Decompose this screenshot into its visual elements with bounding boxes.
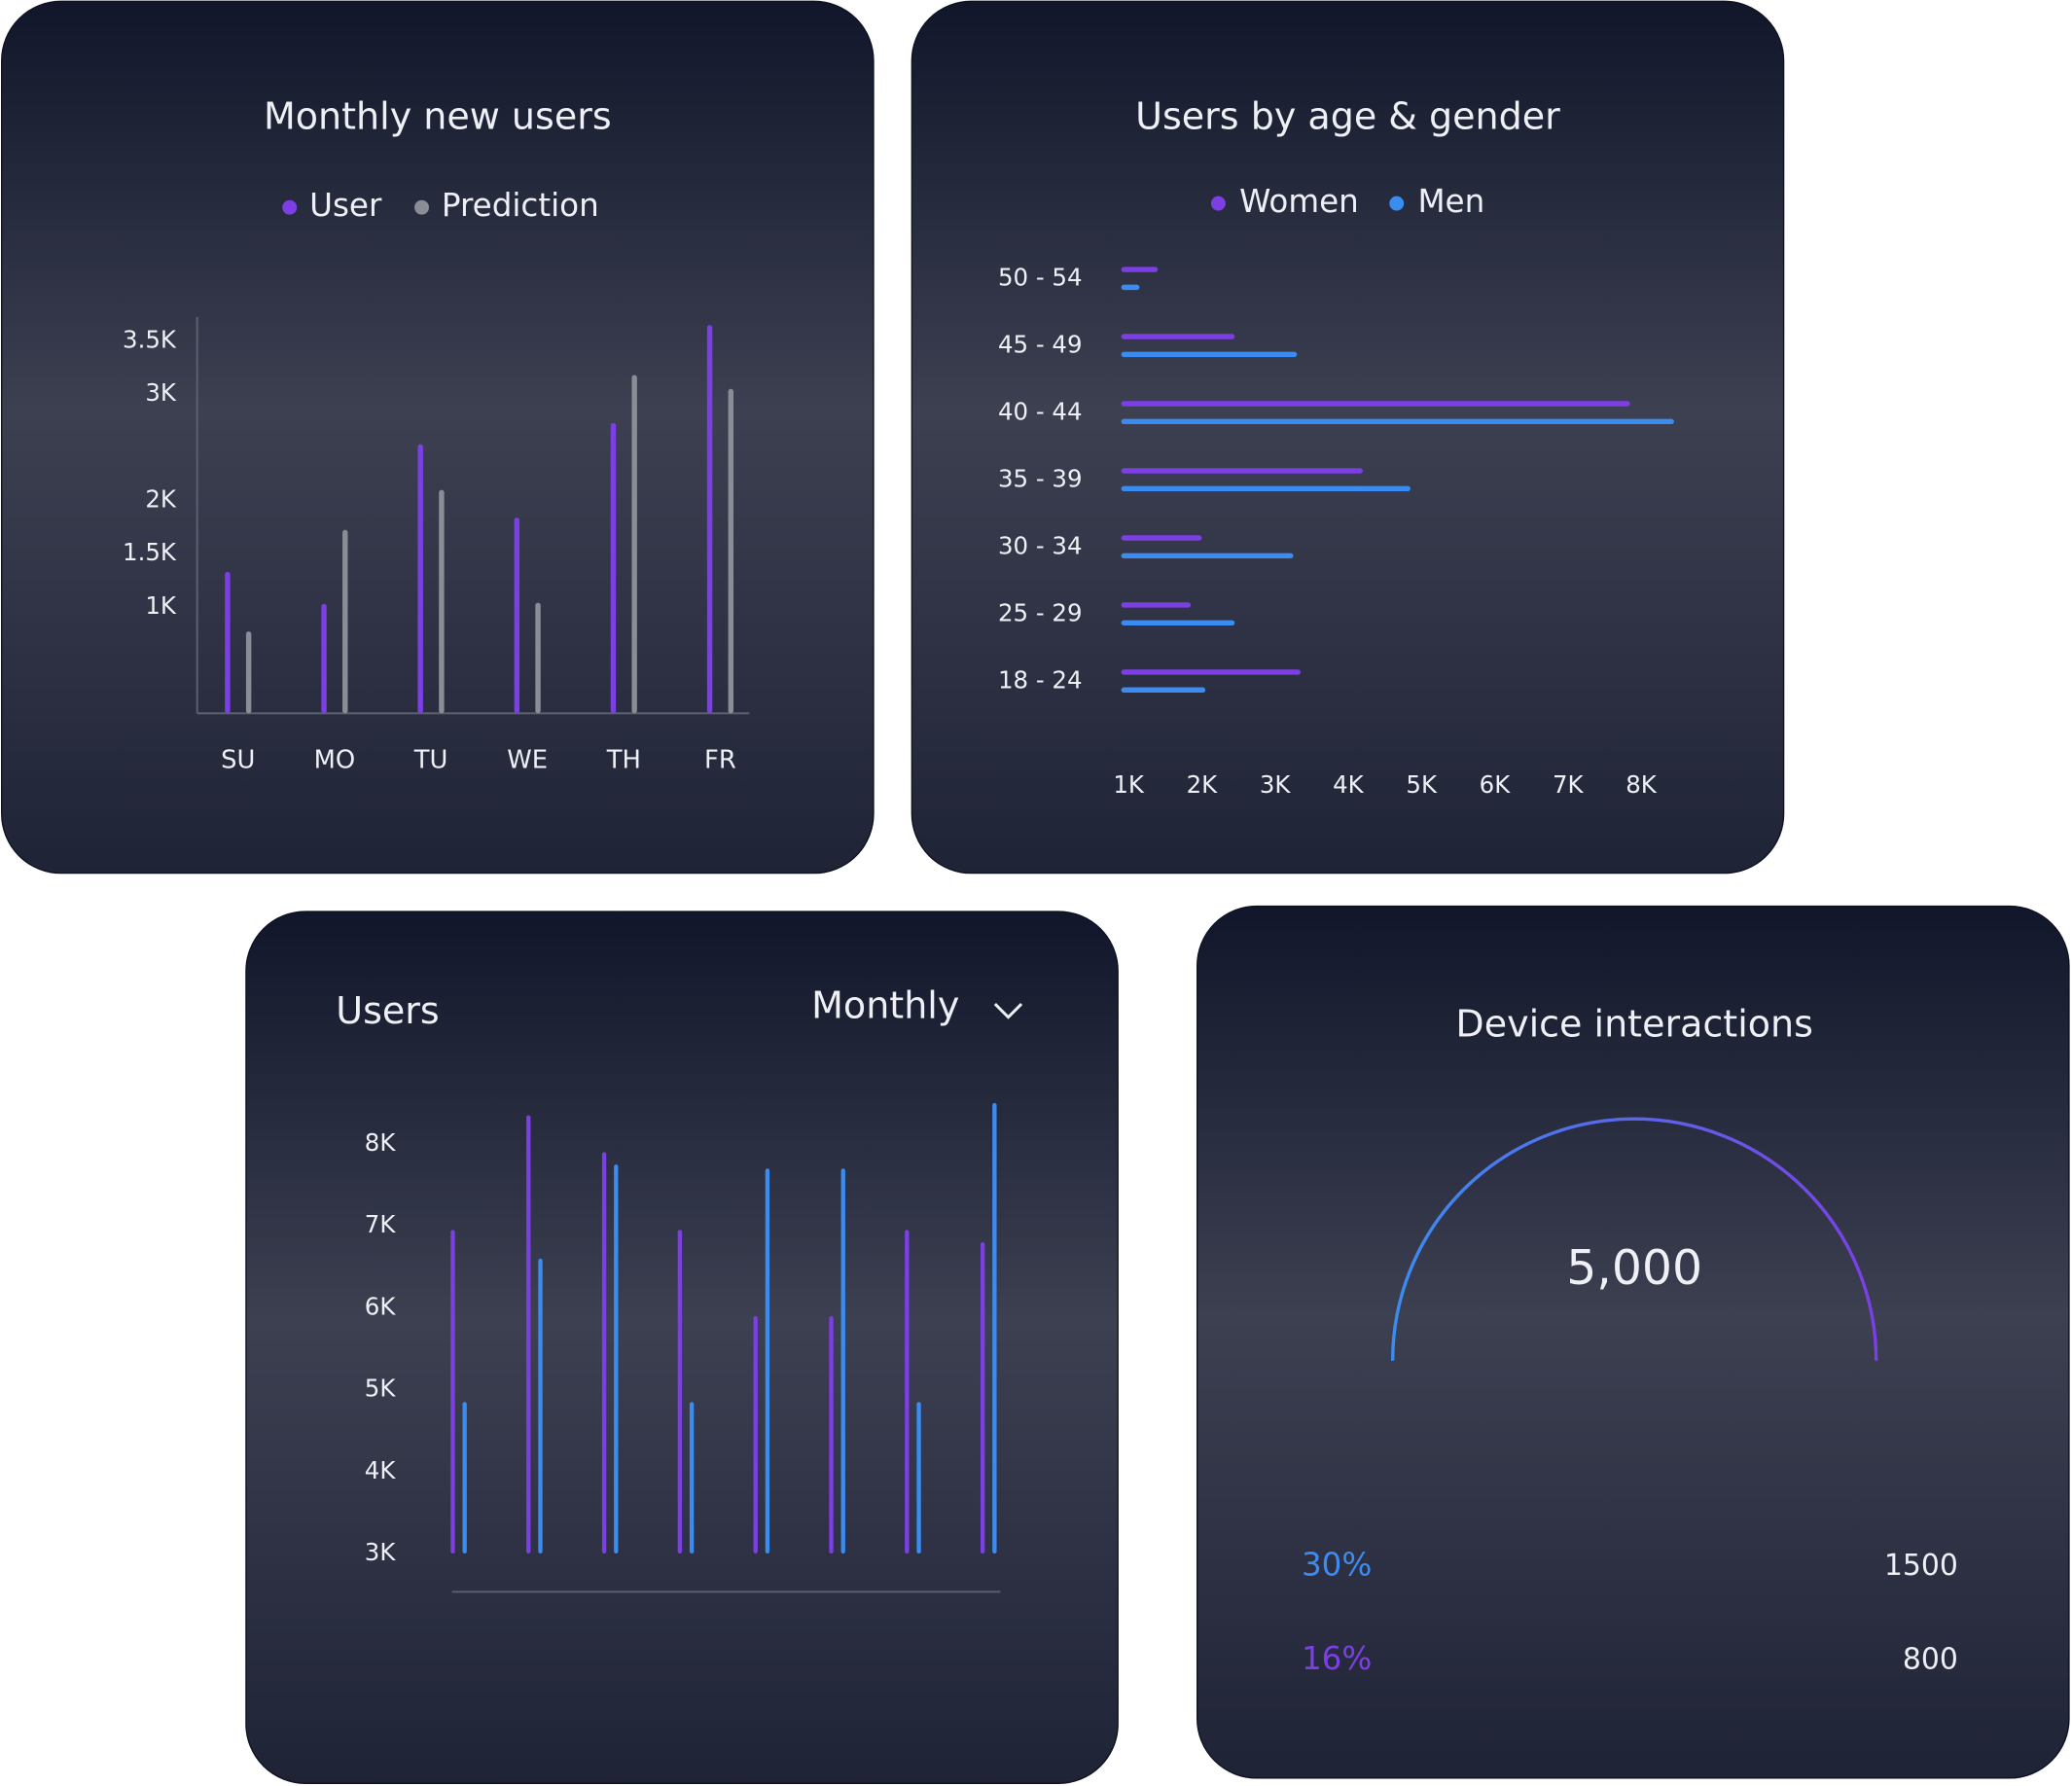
bar — [321, 603, 327, 714]
legend-marker — [414, 199, 430, 215]
bar — [1121, 401, 1630, 407]
bar — [439, 489, 445, 714]
chart-title: Monthly new users — [264, 95, 612, 138]
legend-marker — [1210, 196, 1226, 211]
legend-marker — [1389, 196, 1405, 211]
bar — [225, 571, 231, 714]
y-tick-label: 6K — [365, 1292, 397, 1320]
bar — [829, 1315, 834, 1554]
bar — [462, 1402, 467, 1554]
bar — [614, 1164, 619, 1554]
x-tick-label: TU — [413, 746, 448, 775]
x-tick-label: MO — [314, 746, 356, 775]
bar — [689, 1402, 695, 1554]
y-tick-label: 1.5K — [123, 538, 177, 566]
x-tick-label: 1K — [1113, 770, 1145, 799]
bar — [1121, 535, 1202, 541]
y-tick-label: 45 - 49 — [998, 331, 1083, 359]
period-dropdown[interactable]: Monthly — [811, 984, 959, 1027]
bar — [765, 1168, 770, 1554]
y-tick-label: 8K — [365, 1128, 397, 1157]
y-tick-label: 3K — [145, 378, 177, 407]
x-tick-label: WE — [507, 746, 548, 775]
legend-label: Women — [1239, 183, 1359, 220]
bar — [992, 1102, 997, 1554]
bar — [1121, 485, 1411, 492]
share-label: 16% — [1302, 1640, 1372, 1677]
bar — [342, 529, 348, 714]
y-tick-label: 40 - 44 — [998, 398, 1083, 426]
x-tick-label: TH — [606, 746, 641, 775]
y-tick-label: 7K — [365, 1210, 397, 1238]
y-tick-label: 18 - 24 — [998, 665, 1083, 694]
bar — [1121, 334, 1235, 339]
x-tick-label: 4K — [1333, 770, 1365, 799]
bar — [1121, 687, 1206, 693]
bar — [1121, 418, 1674, 425]
bar — [526, 1115, 531, 1554]
x-tick-label: 5K — [1406, 770, 1438, 799]
y-tick-label: 35 - 39 — [998, 464, 1083, 492]
bar — [1121, 351, 1298, 358]
x-tick-label: 7K — [1553, 770, 1585, 799]
bar — [905, 1230, 910, 1554]
x-tick-label: 6K — [1480, 770, 1512, 799]
gauge-total: 5,000 — [1566, 1240, 1702, 1296]
x-tick-label: FR — [704, 746, 736, 775]
bar — [1121, 267, 1159, 272]
bar — [1121, 468, 1363, 474]
chart-title: Users — [336, 989, 439, 1032]
bar — [1121, 620, 1235, 626]
card — [911, 0, 1785, 875]
bar — [450, 1230, 455, 1554]
bar — [840, 1168, 845, 1554]
x-tick-label: SU — [221, 746, 255, 775]
legend-marker — [282, 199, 298, 215]
bar — [1121, 602, 1192, 608]
share-label: 30% — [1302, 1547, 1372, 1584]
bar — [631, 375, 637, 714]
y-tick-label: 3.5K — [123, 326, 177, 354]
chart-title: Users by age & gender — [1135, 95, 1560, 138]
y-tick-label: 50 - 54 — [998, 264, 1083, 292]
legend-label: Prediction — [442, 187, 599, 224]
dropdown-chevron[interactable] — [993, 1003, 1023, 1019]
legend-label: User — [309, 187, 382, 224]
bar — [1121, 284, 1140, 291]
card — [1, 0, 875, 875]
bar — [601, 1152, 607, 1554]
y-tick-label: 2K — [145, 485, 177, 514]
y-tick-label: 30 - 34 — [998, 531, 1083, 559]
bar — [1121, 669, 1302, 675]
count-label: 800 — [1903, 1642, 1958, 1676]
bar — [514, 518, 520, 714]
count-label: 1500 — [1884, 1549, 1958, 1583]
x-tick-label: 3K — [1260, 770, 1292, 799]
legend-label: Men — [1417, 183, 1484, 220]
bar — [728, 388, 734, 714]
y-tick-label: 1K — [145, 591, 177, 620]
gauge-arc — [1390, 1117, 1878, 1361]
bar — [706, 325, 713, 714]
bar — [916, 1402, 921, 1554]
bar — [677, 1230, 683, 1554]
bar — [1121, 553, 1294, 559]
bar — [980, 1242, 985, 1554]
y-tick-label: 5K — [365, 1375, 397, 1403]
y-tick-label: 3K — [365, 1538, 397, 1566]
x-tick-label: 2K — [1187, 770, 1219, 799]
y-tick-label: 25 - 29 — [998, 598, 1083, 626]
bar — [245, 631, 252, 714]
bar — [535, 602, 541, 714]
chart-title: Device interactions — [1455, 1003, 1813, 1046]
bar — [538, 1258, 543, 1554]
y-tick-label: 4K — [365, 1456, 397, 1484]
x-tick-label: 8K — [1625, 770, 1658, 799]
bar — [610, 422, 617, 714]
card — [1196, 905, 2070, 1779]
bar — [753, 1315, 758, 1554]
bar — [417, 444, 423, 714]
